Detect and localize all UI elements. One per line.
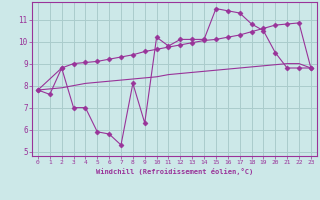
X-axis label: Windchill (Refroidissement éolien,°C): Windchill (Refroidissement éolien,°C): [96, 168, 253, 175]
